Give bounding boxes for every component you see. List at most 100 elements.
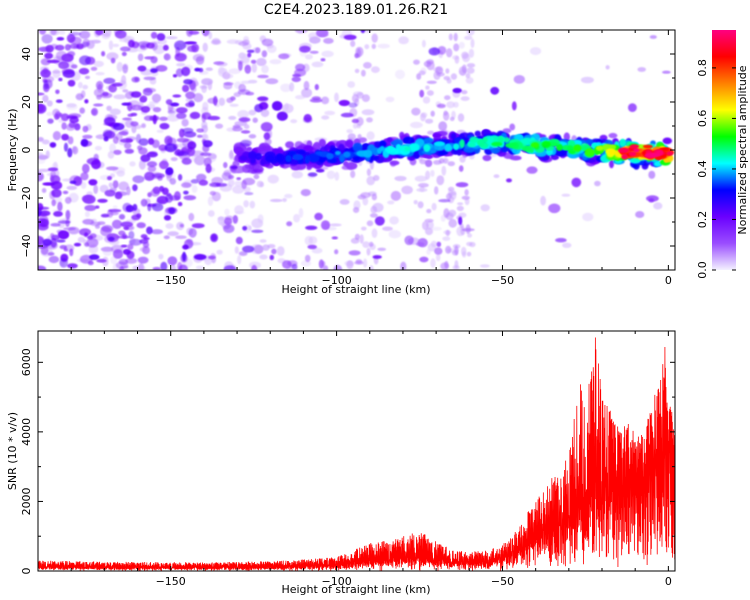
spectrogram-cell: [165, 99, 173, 105]
spectrogram-cell: [303, 145, 314, 153]
spectrogram-cell: [261, 65, 269, 74]
spectrogram-cell: [431, 226, 442, 231]
spectrogram-cell: [120, 244, 128, 248]
spectrogram-cell: [201, 114, 206, 123]
spectrogram-cell: [66, 34, 76, 43]
spectrogram-cell: [132, 184, 138, 192]
spectrogram-cell: [82, 84, 89, 90]
spectrogram-cell: [662, 70, 671, 74]
spectrogram-cell: [300, 189, 311, 197]
spectrogram-cell: [414, 175, 428, 182]
spectrogram-cell: [357, 194, 366, 200]
spectrogram-cell: [334, 171, 340, 181]
snr-frame: [37, 330, 676, 572]
spectrogram-cell: [66, 185, 78, 190]
y-tick-label: 0: [20, 568, 33, 575]
spectrogram-cell: [388, 230, 401, 239]
spectrogram-cell: [138, 159, 146, 170]
spectrogram-cell: [239, 155, 248, 161]
spectrogram-cell: [366, 131, 375, 141]
spectrogram-cell: [167, 256, 178, 266]
spectrogram-cell: [301, 88, 313, 98]
spectrogram-cell: [163, 53, 171, 61]
spectrogram-cell: [458, 41, 465, 49]
page-title: C2E4.2023.189.01.26.R21: [264, 2, 448, 18]
spectrogram-cell: [121, 102, 131, 106]
spectrogram-cell: [40, 58, 51, 66]
spectrogram-cell: [107, 151, 115, 159]
spectrogram-cell: [119, 38, 130, 43]
spectrogram-cell: [121, 75, 127, 85]
spectrogram-cell: [163, 215, 172, 221]
spectrogram-cell: [129, 238, 142, 246]
spectrogram-cell: [309, 36, 321, 44]
spectrogram-cell: [232, 185, 245, 194]
spectrogram-cell: [82, 134, 93, 139]
spectrogram-cell: [201, 134, 208, 139]
spectrogram-cell: [334, 249, 339, 255]
spectrogram-cell: [147, 165, 157, 172]
snr-x-ticks: −150 −100 −50 0: [37, 331, 672, 588]
spectrogram-cell: [146, 161, 158, 168]
spectrogram-cell: [126, 225, 135, 231]
spectrogram-cell: [311, 96, 321, 101]
spectrogram-cell: [445, 229, 450, 237]
spectrogram-cell: [412, 151, 420, 159]
spectrogram-cell: [422, 221, 429, 231]
spectrogram-cell: [450, 133, 457, 140]
spectrogram-cell: [267, 174, 279, 184]
spectrogram-cell: [436, 175, 445, 186]
spectrogram-cell: [96, 94, 102, 100]
spectrogram-cell: [165, 193, 174, 203]
spectrogram-cell: [666, 151, 674, 156]
spectrogram-cell: [438, 150, 449, 155]
spectrogram-cell: [420, 113, 426, 122]
spectrogram-cell: [251, 264, 258, 270]
spectrogram-cell: [150, 68, 158, 73]
spectrogram-cell: [159, 160, 169, 170]
spectrogram-cell: [38, 137, 44, 142]
spectrogram-cell: [60, 113, 70, 122]
spectrogram-cell: [150, 56, 158, 64]
spectrogram-cell: [121, 51, 127, 57]
spectrogram-cell: [46, 59, 60, 64]
spectrogram-cell: [252, 117, 258, 123]
spectrogram-cell: [243, 124, 250, 130]
spectrogram-cell: [108, 40, 114, 50]
spectrogram-cell: [402, 136, 415, 145]
spectrogram-cell: [530, 47, 542, 56]
spectrogram-cell: [394, 69, 406, 80]
spectrogram-cell: [253, 174, 260, 180]
spectrogram-cell: [582, 212, 594, 222]
spectrogram-cell: [423, 60, 432, 68]
spectrogram-cell: [242, 177, 256, 186]
spectrogram-cell: [75, 93, 84, 101]
spectrogram-cell: [238, 61, 243, 71]
spectrogram-cell: [292, 73, 302, 78]
spectrogram-cell: [191, 223, 205, 229]
spectrogram-cell: [210, 39, 222, 45]
spectrogram-cell: [63, 142, 69, 152]
spectrogram-cell: [96, 258, 107, 263]
spectrogram-panel: −150 −100 −50 0 −40 −20 0 20 40 Height of strai…: [6, 29, 676, 296]
spectrogram-x-ticks: −150 −100 −50 0: [37, 30, 672, 287]
colorbar-tick-label: 0.0: [696, 261, 709, 279]
spectrogram-cell: [304, 155, 310, 164]
spectrogram-cell: [278, 53, 290, 60]
spectrogram-cell: [106, 105, 112, 112]
spectrogram-cell: [629, 144, 640, 149]
spectrogram-cell: [417, 183, 429, 188]
spectrogram-cell: [193, 93, 204, 103]
spectrogram-cell: [435, 66, 444, 75]
spectrogram-cell: [314, 212, 323, 221]
spectrogram-cell: [121, 129, 129, 136]
x-tick-label: −100: [321, 274, 351, 287]
spectrogram-cell: [55, 89, 60, 95]
spectrogram-cell: [238, 117, 251, 123]
spectrogram-cell: [124, 119, 134, 128]
spectrogram-cell: [42, 182, 56, 186]
spectrogram-cell: [333, 264, 343, 270]
spectrogram-cell: [423, 137, 434, 144]
spectrogram-cell: [352, 123, 358, 129]
spectrogram-cell: [297, 150, 306, 156]
